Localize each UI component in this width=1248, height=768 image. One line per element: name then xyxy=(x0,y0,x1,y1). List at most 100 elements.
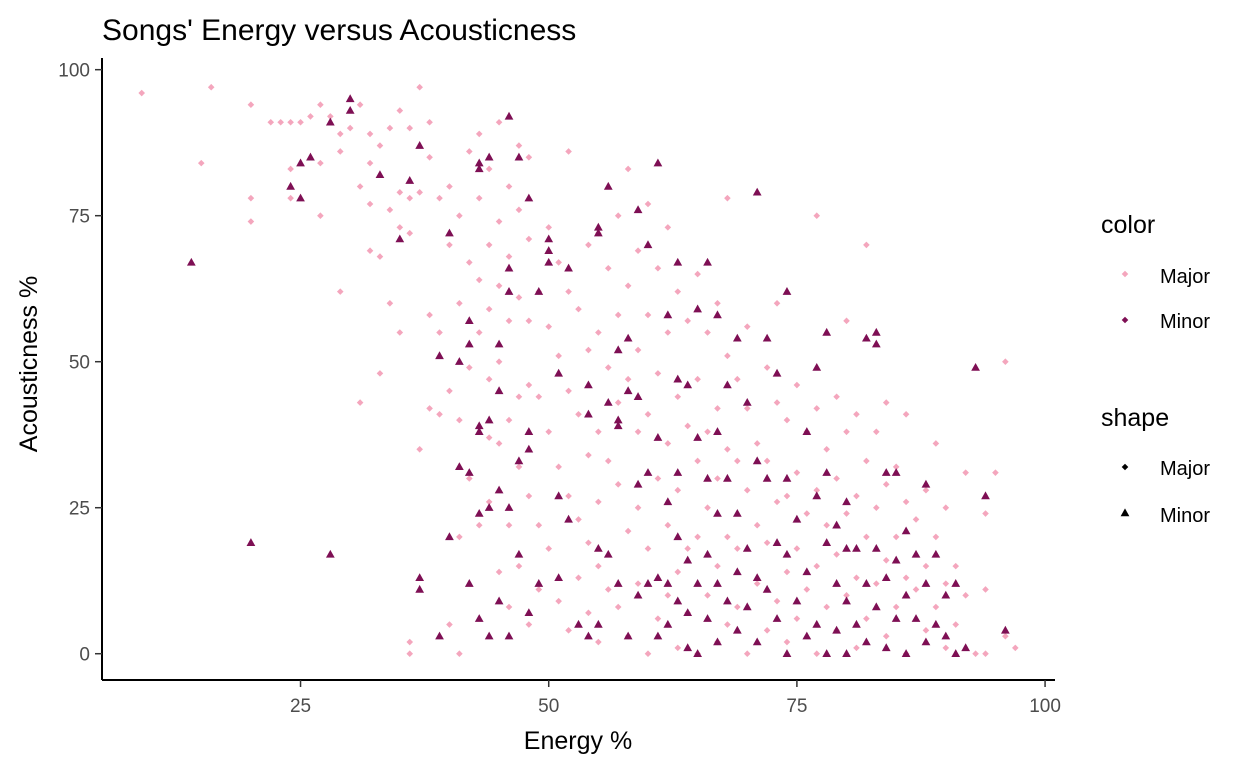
data-point-major xyxy=(446,621,453,628)
data-point-major xyxy=(793,381,801,389)
series-major xyxy=(138,83,1019,658)
data-point-major xyxy=(992,469,999,476)
data-point-major xyxy=(565,387,572,395)
data-point-major xyxy=(376,370,384,377)
data-point-major xyxy=(694,270,701,278)
data-point-major xyxy=(853,644,860,652)
data-point-minor xyxy=(703,257,712,266)
data-point-minor xyxy=(524,444,534,453)
data-point-minor xyxy=(901,526,911,535)
data-point-minor xyxy=(871,327,881,336)
data-point-minor xyxy=(683,380,693,389)
data-point-major xyxy=(426,311,433,319)
data-point-major xyxy=(952,562,960,570)
y-tick-label: 50 xyxy=(69,353,90,374)
data-point-major xyxy=(565,288,572,295)
data-point-major xyxy=(714,475,721,482)
data-point-minor xyxy=(445,228,454,237)
data-point-major xyxy=(962,592,969,599)
data-point-major xyxy=(485,498,493,506)
data-point-minor xyxy=(842,596,851,605)
data-point-minor xyxy=(713,579,722,587)
data-point-major xyxy=(912,586,920,593)
data-point-major xyxy=(614,481,622,488)
data-point-major xyxy=(456,650,463,658)
data-point-major xyxy=(386,206,394,214)
data-point-major xyxy=(813,405,821,412)
data-point-major xyxy=(505,603,513,611)
data-point-major xyxy=(416,83,423,91)
data-point-minor xyxy=(742,397,752,406)
data-point-major xyxy=(207,83,215,91)
data-point-major xyxy=(644,410,652,418)
data-point-minor xyxy=(713,427,722,436)
data-point-major xyxy=(734,457,741,465)
data-point-major xyxy=(813,562,821,570)
data-point-major xyxy=(853,492,860,500)
data-point-major xyxy=(644,650,652,658)
data-point-minor xyxy=(554,491,564,500)
y-tick-label: 25 xyxy=(69,499,90,520)
data-point-minor xyxy=(514,456,524,465)
data-point-major xyxy=(406,650,414,658)
data-point-minor xyxy=(673,468,683,476)
data-point-minor xyxy=(584,631,593,640)
data-point-major xyxy=(714,405,721,412)
data-point-minor xyxy=(455,462,464,471)
data-point-minor xyxy=(752,573,762,582)
data-point-major xyxy=(694,533,701,541)
data-point-major xyxy=(327,113,334,120)
data-point-minor xyxy=(554,573,564,582)
data-point-minor xyxy=(752,187,762,196)
data-point-major xyxy=(724,194,731,202)
data-point-minor xyxy=(474,614,484,622)
data-point-major xyxy=(982,586,989,593)
data-point-minor xyxy=(524,193,534,202)
data-point-major xyxy=(763,627,771,634)
data-point-major xyxy=(624,527,632,535)
data-point-major xyxy=(267,118,275,126)
data-point-major xyxy=(595,329,602,336)
data-point-major xyxy=(823,521,830,529)
data-point-major xyxy=(694,375,701,383)
y-axis-title: Acousticness % xyxy=(15,276,43,452)
data-point-major xyxy=(724,533,731,541)
data-point-major xyxy=(664,329,672,336)
data-point-minor xyxy=(772,614,782,622)
data-point-major xyxy=(595,428,602,436)
data-point-major xyxy=(495,118,503,126)
data-point-minor xyxy=(862,333,871,342)
data-point-major xyxy=(466,475,473,482)
data-point-minor xyxy=(435,631,444,640)
data-point-major xyxy=(932,533,940,541)
data-point-minor xyxy=(782,287,792,295)
data-point-major xyxy=(634,580,642,587)
data-point-minor xyxy=(693,304,702,313)
data-point-major xyxy=(1002,632,1009,640)
data-point-minor xyxy=(713,508,722,517)
data-point-minor xyxy=(772,368,782,377)
data-point-major xyxy=(336,130,344,138)
data-point-major xyxy=(654,615,662,622)
data-point-major xyxy=(505,253,513,260)
data-point-major xyxy=(197,159,205,167)
data-point-minor xyxy=(534,287,544,295)
data-point-minor xyxy=(891,555,901,564)
data-point-minor xyxy=(464,579,474,587)
data-point-major xyxy=(654,475,662,482)
data-point-major xyxy=(376,142,384,149)
data-point-minor xyxy=(881,643,891,652)
data-point-minor xyxy=(891,468,901,476)
data-point-major xyxy=(783,638,791,646)
data-point-major xyxy=(466,148,473,155)
data-point-minor xyxy=(663,497,673,506)
data-point-major xyxy=(356,183,364,190)
data-point-major xyxy=(783,492,791,500)
data-point-minor xyxy=(633,479,643,488)
data-point-major xyxy=(753,440,761,447)
data-point-major xyxy=(823,603,830,611)
data-point-minor xyxy=(415,573,425,582)
data-point-minor xyxy=(653,631,663,640)
data-point-minor xyxy=(504,287,514,295)
data-point-minor xyxy=(643,579,653,587)
